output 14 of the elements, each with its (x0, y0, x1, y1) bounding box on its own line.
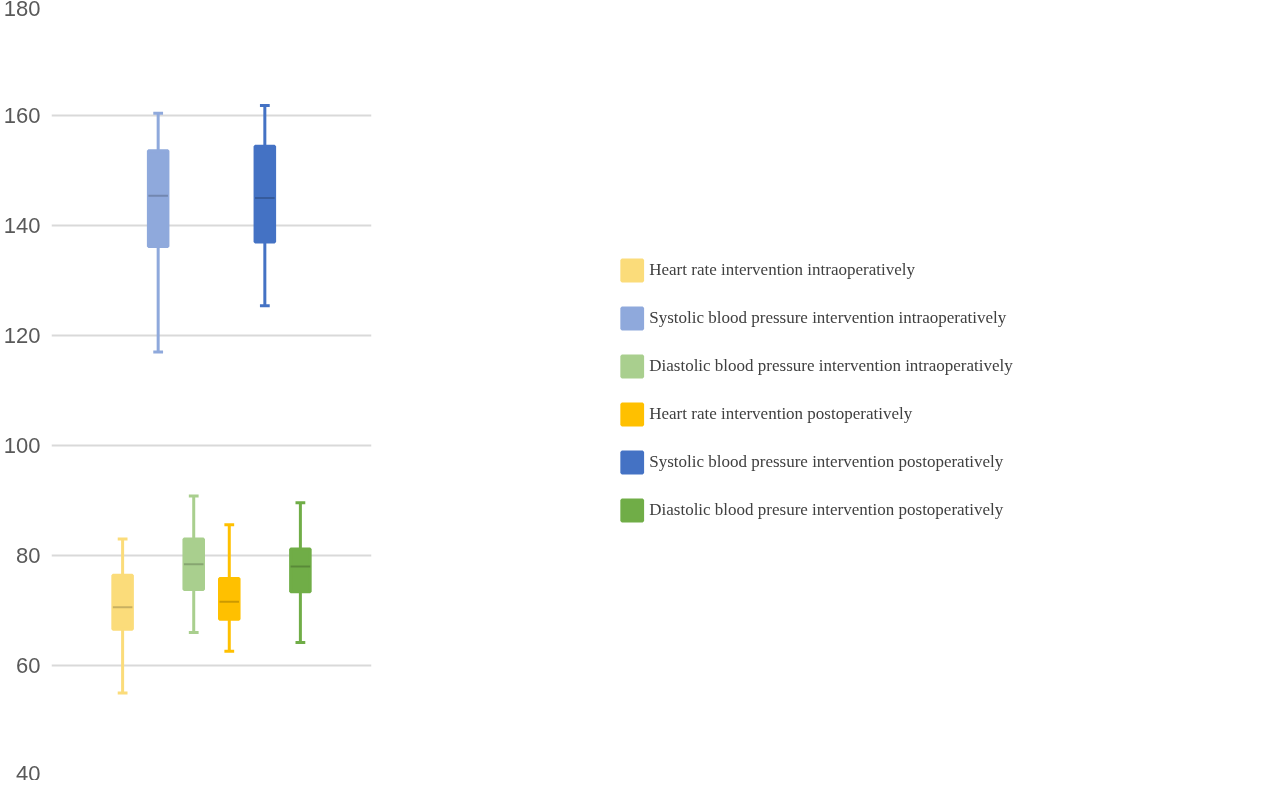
legend-label: Systolic blood pressure intervention postoperatively (649, 452, 1004, 472)
y-tick-label: 160 (3, 103, 41, 128)
legend-label: Heart rate intervention postoperatively (649, 404, 913, 424)
y-tick-label: 40 (16, 760, 41, 785)
y-tick-label: 80 (16, 543, 41, 568)
y-tick-label: 180 (3, 0, 41, 21)
y-tick-label: 100 (3, 433, 41, 458)
legend-label: Diastolic blood presure intervention postoperatively (649, 500, 1004, 520)
y-tick-label: 120 (3, 323, 41, 348)
y-tick-label: 140 (3, 213, 41, 238)
y-tick-label: 60 (16, 653, 41, 678)
legend-label: Systolic blood pressure intervention intraoperatively (649, 308, 1007, 328)
legend-label: Heart rate intervention intraoperatively (649, 260, 915, 280)
legend-label: Diastolic blood pressure intervention intraoperatively (649, 356, 1013, 376)
